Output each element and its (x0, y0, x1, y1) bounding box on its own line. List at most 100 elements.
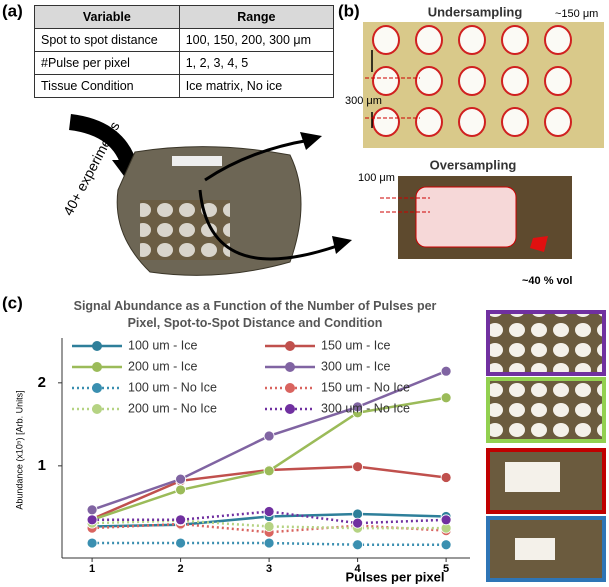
data-point (263, 506, 275, 517)
cell: Ice matrix, No ice (178, 74, 335, 98)
cell: 1, 2, 3, 4, 5 (178, 51, 335, 75)
series-line (92, 510, 447, 525)
data-point (263, 430, 275, 442)
spot (415, 107, 443, 137)
data-point (352, 461, 364, 473)
spot (415, 66, 443, 96)
data-point (86, 514, 98, 526)
legend-label: 300 um - No Ice (321, 401, 410, 415)
x-axis-label: Pulses per pixel (346, 569, 445, 584)
spot (544, 107, 572, 137)
data-point (440, 539, 452, 551)
annotation: ~40 % vol (522, 275, 572, 287)
data-point (86, 504, 98, 516)
image-title: Oversampling (430, 157, 517, 172)
spot (544, 66, 572, 96)
thumbnail (486, 448, 606, 514)
data-point (263, 465, 275, 477)
panel-label: (c) (2, 293, 23, 312)
series-line (92, 519, 447, 530)
spot (372, 107, 400, 137)
spot (501, 25, 529, 55)
legend-marker (285, 383, 295, 393)
spot (501, 107, 529, 137)
spot (501, 66, 529, 96)
annotation: 300 μm (345, 95, 382, 107)
series-line (91, 396, 447, 521)
x-tick-label: 2 (178, 563, 184, 575)
legend-marker (92, 383, 102, 393)
arrow-head (332, 236, 352, 254)
series-line (92, 541, 447, 546)
variable-table: Variable Range Spot to spot distance 100, … (34, 5, 335, 98)
legend-marker (285, 404, 295, 414)
plot: 1 2 1 2 3 4 5 100 um - Ice 150 um - Ice 200 um - … (38, 338, 452, 575)
cell: 100, 150, 200, 300 μm (178, 28, 335, 52)
data-point (86, 537, 98, 549)
chart-title: Signal Abundance as a Function of the Nu… (73, 299, 437, 330)
spot (544, 25, 572, 55)
data-point (175, 537, 186, 549)
cell: Spot to spot distance (34, 28, 180, 52)
data-point (352, 517, 364, 529)
legend-label: 150 um - No Ice (321, 380, 410, 394)
thumbnail-spot (505, 462, 560, 492)
oversampled-area (415, 186, 517, 248)
spot (372, 66, 400, 96)
legend-label: 100 um - Ice (128, 338, 198, 352)
legend-label: 200 um - No Ice (128, 401, 217, 415)
y-axis-label: Abundance (x10⁵) [Arb. Units] (14, 390, 24, 509)
legend-marker (285, 341, 295, 351)
data-point (352, 401, 364, 413)
header-cell: Range (178, 5, 335, 29)
legend-marker (92, 341, 102, 351)
spot (415, 25, 443, 55)
annotation: 100 μm (358, 172, 395, 184)
data-point (440, 472, 452, 483)
data-point (263, 537, 275, 549)
data-point (263, 521, 275, 532)
y-tick-label: 2 (38, 374, 46, 391)
y-tick-label: 1 (38, 457, 46, 474)
thumbnail-spot (515, 538, 555, 560)
cell: Tissue Condition (34, 74, 180, 98)
legend-marker (92, 404, 102, 414)
data-point (440, 392, 452, 404)
tissue-spots (172, 156, 222, 166)
panel-label: (a) (2, 1, 23, 20)
arrow-head (300, 132, 322, 150)
legend-label: 150 um - Ice (321, 338, 391, 352)
spot (458, 66, 486, 96)
x-tick-label: 5 (443, 563, 449, 575)
annotation: ~150 μm (555, 8, 598, 20)
tissue-spots (140, 200, 230, 260)
header-cell: Variable (34, 5, 180, 29)
sampling-spots (372, 25, 572, 137)
thumbnail (486, 310, 606, 376)
x-tick-label: 1 (89, 563, 95, 575)
data-point (175, 484, 186, 496)
cell: #Pulse per pixel (34, 51, 180, 75)
spot (458, 25, 486, 55)
image-title: Undersampling (428, 4, 523, 19)
data-point (440, 514, 452, 526)
legend-marker (92, 362, 102, 372)
legend-label: 100 um - No Ice (128, 380, 217, 394)
spot (372, 25, 400, 55)
panel-label: (b) (338, 1, 360, 20)
legend-label: 300 um - Ice (321, 359, 391, 373)
data-point (352, 508, 364, 520)
data-point (440, 365, 452, 377)
arrow (198, 189, 341, 261)
overlap (530, 236, 548, 252)
legend-marker (285, 362, 295, 372)
x-tick-label: 4 (355, 563, 362, 575)
data-point (352, 539, 364, 551)
thumbnail (486, 377, 606, 443)
spot (458, 107, 486, 137)
arrow (204, 138, 311, 182)
data-point (175, 514, 186, 526)
data-point (175, 473, 186, 485)
